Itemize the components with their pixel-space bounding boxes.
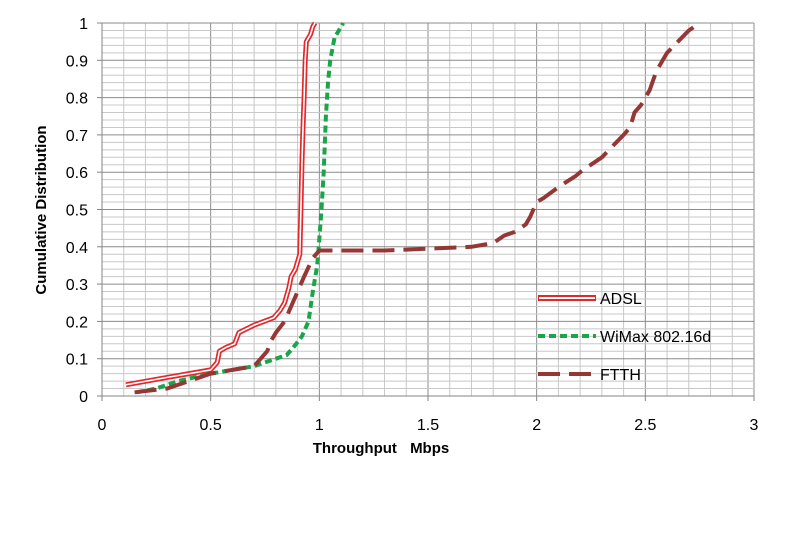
legend: ADSL WiMax 802.16d FTTH (538, 291, 711, 384)
legend-label-wimax: WiMax 802.16d (600, 329, 711, 346)
legend-entry-wimax: WiMax 802.16d (538, 329, 711, 346)
y-tick-label: 0.6 (66, 165, 88, 182)
x-axis-title-unit: Mbps (410, 440, 449, 457)
series-line-adsl-inner (125, 22, 316, 386)
y-tick-label: 0 (79, 389, 88, 406)
y-tick-label: 0.9 (66, 53, 88, 70)
x-axis-title-main: Throughput (313, 440, 397, 457)
legend-label-ftth: FTTH (600, 367, 641, 384)
y-tick-label: 0.7 (66, 128, 88, 145)
legend-label-adsl: ADSL (600, 291, 642, 308)
x-axis-title: Throughput Mbps (313, 440, 449, 457)
x-tick-label: 2.5 (634, 417, 656, 434)
series-lines (125, 21, 701, 395)
y-tick-label: 1 (79, 16, 88, 33)
series-line-ftth (134, 21, 701, 395)
y-tick-label: 0.5 (66, 203, 88, 220)
x-tick-label: 3 (750, 417, 759, 434)
y-tick-label: 0.8 (66, 91, 88, 108)
grid (101, 22, 755, 397)
y-axis-title: Cumulative Distribution (33, 125, 50, 294)
legend-entry-ftth: FTTH (538, 367, 641, 384)
series-line-wimax-802-16d (136, 21, 345, 395)
x-tick-label: 0.5 (200, 417, 222, 434)
tick-labels: 0 0.1 0.2 0.3 0.4 0.5 0.6 0.7 0.8 0.9 1 0 0.5 1 1.5 2 2.… (66, 16, 759, 434)
x-tick-label: 2 (532, 417, 541, 434)
x-tick-label: 0 (98, 417, 107, 434)
y-tick-label: 0.3 (66, 277, 88, 294)
x-tick-label: 1.5 (417, 417, 439, 434)
x-tick-label: 1 (315, 417, 324, 434)
y-tick-label: 0.1 (66, 352, 88, 369)
y-tick-label: 0.2 (66, 314, 88, 331)
y-tick-label: 0.4 (66, 240, 88, 257)
axes (97, 22, 755, 401)
legend-entry-adsl: ADSL (538, 291, 642, 308)
